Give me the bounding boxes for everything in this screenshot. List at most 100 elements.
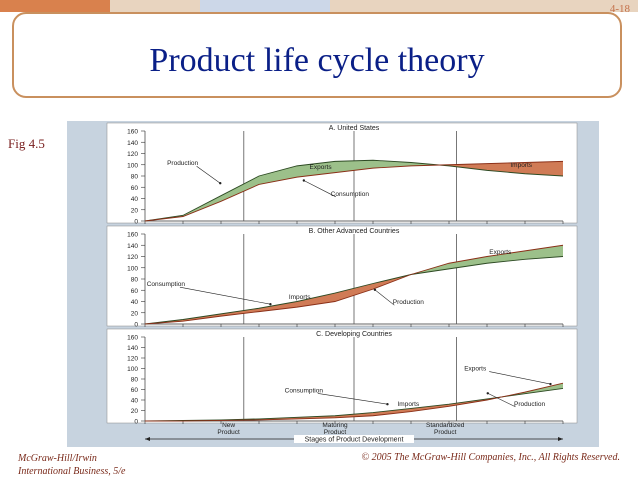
annotation-arrowhead <box>486 392 489 395</box>
y-tick-label: 100 <box>127 366 138 373</box>
y-tick-label: 0 <box>134 219 138 226</box>
title-box: Product life cycle theory <box>12 12 622 98</box>
y-tick-label: 160 <box>127 129 138 136</box>
annotation-label: Imports <box>289 294 311 301</box>
y-tick-label: 100 <box>127 265 138 272</box>
annotation-label: Production <box>393 299 424 306</box>
top-bar-segment <box>200 0 330 12</box>
annotation-label: Exports <box>464 366 487 373</box>
top-bar-segment <box>330 0 638 12</box>
stage-label: Maturing <box>322 422 348 429</box>
gap-band <box>373 408 411 416</box>
top-bar-segment <box>110 0 200 12</box>
panel-background <box>106 122 578 224</box>
y-tick-label: 20 <box>131 408 139 415</box>
annotation-arrow <box>303 180 336 198</box>
annotation-arrow <box>374 289 395 306</box>
y-tick-label: 40 <box>131 398 139 405</box>
annotation-label: Consumption <box>331 191 370 198</box>
gap-band <box>525 245 563 260</box>
gap-band <box>411 404 449 412</box>
stage-label: New <box>222 422 235 429</box>
gap-band <box>449 163 487 171</box>
footer-publisher: McGraw-Hill/Irwin International Business… <box>18 452 126 478</box>
annotation-label: Consumption <box>285 387 324 394</box>
gap-band <box>297 293 335 308</box>
stages-axis-label: Stages of Product Development <box>305 437 404 444</box>
annotation-arrow <box>196 165 221 184</box>
chart-panel-2: C. Developing Countries 0 20 40 60 80 100 120 14… <box>106 328 578 426</box>
product-life-cycle-chart: A. United States 0 20 40 60 80 100 120 140 160 Pro… <box>106 122 578 444</box>
top-bar-segment <box>0 0 110 12</box>
y-tick-label: 20 <box>131 310 139 317</box>
y-tick-label: 80 <box>131 277 139 284</box>
stage-label: Standardized <box>426 422 465 429</box>
series-line-consumption <box>144 256 564 325</box>
annotation-arrowhead <box>373 288 377 291</box>
series-line-consumption <box>144 160 564 222</box>
panel-background <box>106 328 578 424</box>
annotation-arrowhead <box>269 303 272 306</box>
y-tick-label: 60 <box>131 288 139 295</box>
chart-panel-0: A. United States 0 20 40 60 80 100 120 140 160 Pro… <box>106 122 578 226</box>
stages-arrow-right <box>558 437 563 441</box>
y-tick-label: 60 <box>131 387 139 394</box>
stages-label-backing <box>294 435 414 443</box>
y-tick-label: 160 <box>127 335 138 342</box>
y-tick-label: 120 <box>127 254 138 261</box>
y-tick-label: 60 <box>131 185 139 192</box>
y-tick-label: 120 <box>127 151 138 158</box>
panel-title: A. United States <box>329 125 380 132</box>
annotation-arrow <box>317 393 388 405</box>
footer-publisher-line1: McGraw-Hill/Irwin <box>18 453 97 464</box>
annotation-arrowhead <box>302 179 306 182</box>
annotation-label: Imports <box>510 162 532 169</box>
gap-band <box>335 283 373 302</box>
annotation-arrow <box>179 286 271 305</box>
annotation-arrowhead <box>549 382 552 386</box>
series-line-production <box>144 244 564 325</box>
gap-band <box>335 412 373 418</box>
y-tick-label: 0 <box>134 419 138 426</box>
stages-arrow-left <box>145 437 150 441</box>
gap-band <box>221 176 259 202</box>
y-tick-label: 140 <box>127 243 138 250</box>
y-tick-label: 160 <box>127 232 138 239</box>
gap-band <box>297 161 335 178</box>
panel-title: C. Developing Countries <box>316 331 392 338</box>
annotation-arrow <box>487 393 516 408</box>
y-tick-label: 80 <box>131 377 139 384</box>
annotation-label: Imports <box>398 401 420 408</box>
series-line-production <box>145 382 564 422</box>
y-tick-label: 100 <box>127 162 138 169</box>
top-decorative-bar <box>0 0 638 12</box>
chart-panel-1: B. Other Advanced Countries 0 20 40 60 80 100 1… <box>106 225 578 329</box>
panel-title: B. Other Advanced Countries <box>309 228 400 235</box>
annotation-arrow <box>489 371 551 385</box>
gap-band <box>221 308 259 317</box>
y-tick-label: 20 <box>131 207 139 214</box>
y-tick-label: 40 <box>131 299 139 306</box>
gap-band <box>449 256 487 269</box>
page-title: Product life cycle theory <box>149 42 485 79</box>
series-line-consumption <box>144 388 564 422</box>
annotation-label: Consumption <box>147 281 186 288</box>
annotation-label: Production <box>167 160 198 167</box>
figure-label: Fig 4.5 <box>8 136 45 151</box>
stage-label: Product <box>434 429 457 436</box>
y-tick-label: 140 <box>127 140 138 147</box>
gap-band <box>335 160 373 173</box>
slide-number: 4-18 <box>609 3 630 15</box>
y-tick-label: 120 <box>127 356 138 363</box>
annotation-label: Production <box>514 401 545 408</box>
gap-band <box>259 165 297 185</box>
annotation-arrowhead <box>219 182 222 185</box>
footer-copyright: © 2005 The McGraw-Hill Companies, Inc., … <box>361 452 621 463</box>
y-tick-label: 80 <box>131 174 139 181</box>
annotation-label: Exports <box>489 249 512 256</box>
y-tick-label: 140 <box>127 345 138 352</box>
footer-publisher-line2: International Business, 5/e <box>18 466 126 477</box>
series-line-production <box>144 159 564 222</box>
y-tick-label: 40 <box>131 196 139 203</box>
stage-label: Product <box>217 429 240 436</box>
